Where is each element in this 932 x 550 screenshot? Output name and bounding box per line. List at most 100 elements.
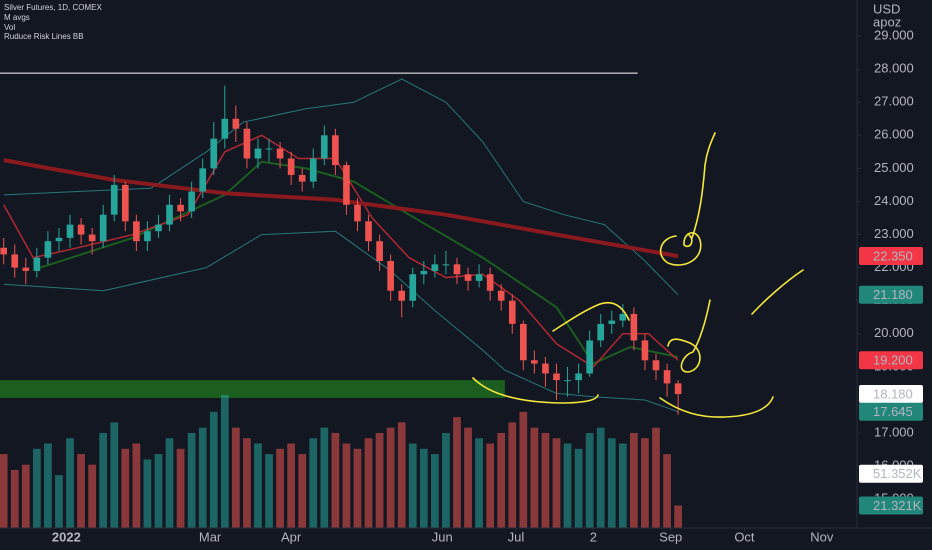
volume-bar xyxy=(121,448,130,528)
chart-title: Silver Futures, 1D, COMEX xyxy=(4,3,102,12)
candle-body xyxy=(320,135,328,159)
x-tick-label: Mar xyxy=(199,529,222,544)
unit-label: apoz xyxy=(873,14,901,29)
candle-body xyxy=(630,313,638,341)
candle-body xyxy=(221,118,229,139)
indicator-name: M avgs xyxy=(4,13,30,22)
price-label: 18.180 xyxy=(873,386,913,401)
currency: USD xyxy=(873,1,900,16)
x-tick-label: 2022 xyxy=(52,529,81,544)
candle-body xyxy=(44,241,52,258)
candle-body xyxy=(398,290,406,301)
pen-stroke xyxy=(552,301,630,332)
x-tick-label: Jul xyxy=(508,529,525,544)
price-label-bg xyxy=(859,402,923,421)
volume-bar xyxy=(530,427,539,528)
candle-body xyxy=(641,340,649,361)
candle-body xyxy=(387,261,394,291)
indicator-name: Ruduce Risk Lines BB xyxy=(4,32,84,41)
y-tick-label: 28.000 xyxy=(874,61,914,76)
volume-bar xyxy=(331,432,340,528)
support-zone xyxy=(0,380,505,398)
volume-bar xyxy=(21,464,30,528)
volume-bar xyxy=(541,432,550,528)
candle-body xyxy=(354,204,361,222)
candle-body xyxy=(663,370,671,384)
price-label-bg xyxy=(859,247,923,266)
volume-bar xyxy=(88,464,97,528)
y-tick-label: 24.000 xyxy=(874,193,914,208)
volume-bar xyxy=(187,432,196,528)
candle-body xyxy=(508,300,516,324)
volume-bar xyxy=(607,438,616,528)
candle-body xyxy=(55,237,63,242)
candle-body xyxy=(155,224,162,232)
y-tick-label: 27.000 xyxy=(874,94,914,109)
volume-bar xyxy=(55,475,63,528)
y-tick-label: 25.000 xyxy=(874,160,914,175)
y-tick-label: 26.000 xyxy=(874,127,914,142)
candle-body xyxy=(88,234,96,242)
volume-bar xyxy=(10,469,19,528)
x-tick-label: Nov xyxy=(810,529,834,544)
volume-bar xyxy=(386,427,395,528)
price-label: 22.350 xyxy=(873,248,913,263)
x-tick-label: Apr xyxy=(281,529,302,544)
candle-body xyxy=(199,168,207,192)
candle-body xyxy=(365,221,372,242)
volume-bar xyxy=(254,443,262,528)
candle-body xyxy=(265,148,273,150)
candle-body xyxy=(586,340,593,374)
candle-body xyxy=(66,224,74,238)
candle-body xyxy=(575,373,582,381)
indicator-line xyxy=(3,78,679,296)
volume-bar xyxy=(353,448,362,528)
volume-bar xyxy=(265,454,273,528)
candle-body xyxy=(166,204,173,225)
volume-bar xyxy=(497,432,506,528)
volume-bar xyxy=(0,454,8,528)
volume-bar xyxy=(132,443,141,528)
pen-stroke xyxy=(691,132,716,239)
candle-body xyxy=(298,175,306,182)
candle-body xyxy=(332,135,339,166)
candle-body xyxy=(619,313,627,321)
y-tick-label: 23.000 xyxy=(874,226,914,241)
candle-body xyxy=(33,257,41,271)
drawings xyxy=(472,132,804,418)
price-label: 21.180 xyxy=(873,287,913,302)
volume-bar xyxy=(209,411,218,528)
candle-body xyxy=(188,191,195,212)
candle-body xyxy=(497,290,505,301)
volume-bar xyxy=(618,443,627,528)
volume-bar xyxy=(464,427,472,528)
price-label-bg xyxy=(859,351,923,370)
volume-bar xyxy=(276,448,284,528)
volume-bar xyxy=(442,432,450,528)
volume-bar xyxy=(165,438,174,528)
volume-bar xyxy=(419,448,428,528)
candle-body xyxy=(133,221,140,242)
price-label-bg xyxy=(859,285,923,304)
volume-bar xyxy=(44,443,52,528)
volume-bar xyxy=(143,459,152,528)
candle-body xyxy=(520,323,527,361)
candle-body xyxy=(0,247,8,255)
volume-bar xyxy=(77,454,85,528)
volume-bar xyxy=(110,422,119,528)
volume-bar xyxy=(287,443,296,528)
y-tick-label: 20.000 xyxy=(874,325,914,340)
price-label-bg xyxy=(859,385,923,404)
volume-bar xyxy=(596,427,605,528)
candle-body xyxy=(177,204,184,212)
candle-body xyxy=(232,118,240,129)
candle-body xyxy=(276,148,284,159)
volume-bar xyxy=(32,448,41,528)
volume-bar xyxy=(99,432,108,528)
candle-body xyxy=(254,148,262,159)
volume-bar xyxy=(397,422,406,528)
y-tick-label: 17.000 xyxy=(874,424,914,439)
candle-body xyxy=(542,363,549,374)
pen-stroke xyxy=(751,269,804,315)
